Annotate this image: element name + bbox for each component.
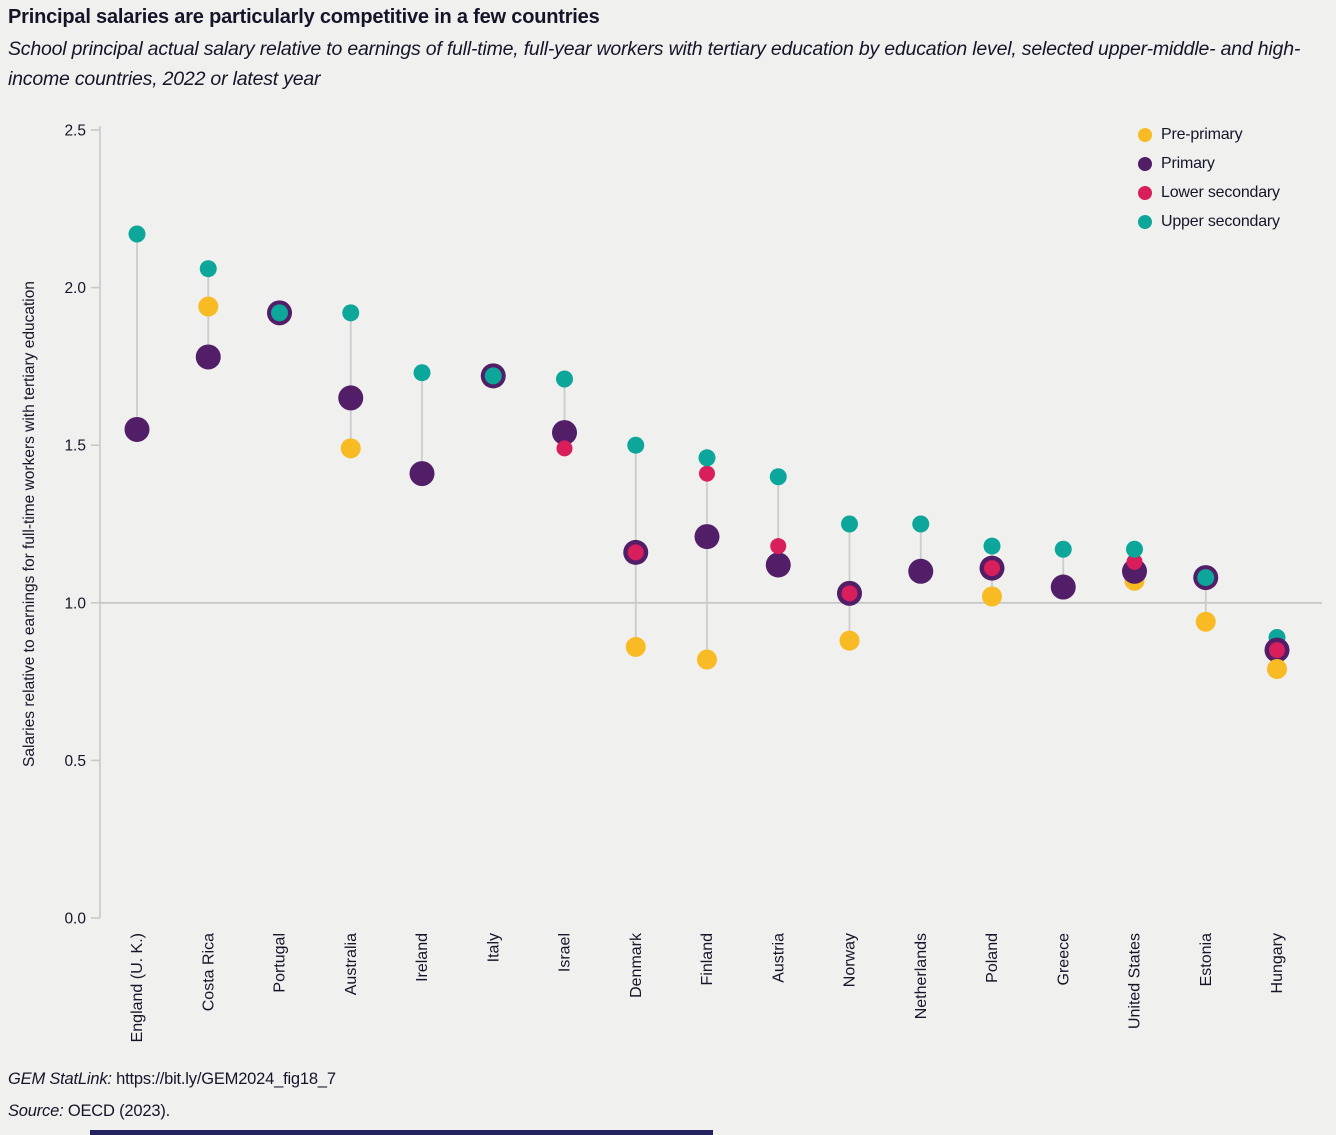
x-label-country: Estonia xyxy=(1198,933,1215,986)
dot-upper-secondary xyxy=(556,370,573,388)
legend-item-pre-primary: Pre-primary xyxy=(1138,126,1280,144)
dot-upper-secondary xyxy=(413,364,431,382)
dot-upper-secondary xyxy=(199,260,217,278)
dot-primary xyxy=(908,558,934,584)
dot-pre-primary xyxy=(1267,658,1287,679)
x-label-country: Denmark xyxy=(628,932,645,998)
footer-accent-bar xyxy=(90,1130,713,1135)
dot-pre-primary xyxy=(625,636,646,657)
dot-upper-secondary xyxy=(627,436,645,454)
legend-label: Primary xyxy=(1161,155,1215,172)
y-tick-label: 2.0 xyxy=(64,280,86,297)
legend-item-upper-secondary: Upper secondary xyxy=(1138,213,1280,231)
x-label-country: Norway xyxy=(842,933,859,987)
x-label-country: United States xyxy=(1127,933,1144,1029)
source-label: Source: xyxy=(8,1102,64,1120)
dot-upper-secondary xyxy=(769,468,787,486)
y-tick-label: 1.0 xyxy=(64,595,86,612)
dot-primary xyxy=(552,420,577,446)
dot-lower-secondary xyxy=(1269,642,1285,659)
x-label-country: Greece xyxy=(1055,933,1072,986)
dot-primary xyxy=(124,416,150,442)
legend-item-lower-secondary: Lower secondary xyxy=(1138,184,1280,202)
statlink-url: https://bit.ly/GEM2024_fig18_7 xyxy=(116,1070,336,1088)
dot-lower-secondary xyxy=(1126,553,1143,570)
dot-upper-secondary xyxy=(342,304,360,322)
dot-upper-secondary xyxy=(698,449,716,467)
dot-lower-secondary xyxy=(627,544,644,561)
legend-dot-lower-secondary xyxy=(1138,186,1152,200)
dot-upper-secondary xyxy=(841,515,858,533)
y-tick-label: 2.5 xyxy=(64,123,86,140)
dot-pre-primary xyxy=(340,438,361,459)
x-label-country: Israel xyxy=(557,933,574,972)
legend-dot-upper-secondary xyxy=(1138,215,1152,229)
legend-dot-pre-primary xyxy=(1138,128,1152,142)
chart-title: Principal salaries are particularly comp… xyxy=(8,6,600,28)
dot-upper-secondary xyxy=(1197,569,1215,587)
dot-lower-secondary xyxy=(770,538,787,555)
dot-pre-primary xyxy=(1195,611,1216,632)
legend-dot-primary xyxy=(1138,157,1152,171)
legend-item-primary: Primary xyxy=(1138,155,1280,173)
dot-primary xyxy=(409,461,435,487)
legend-label: Lower secondary xyxy=(1161,184,1280,201)
dot-upper-secondary xyxy=(271,304,288,322)
source-line: Source: OECD (2023). xyxy=(8,1102,170,1121)
x-label-country: Costa Rica xyxy=(200,933,217,1011)
dot-upper-secondary xyxy=(1126,540,1143,558)
dot-primary xyxy=(1050,574,1076,600)
chart-subtitle: School principal actual salary relative … xyxy=(8,38,1301,91)
y-tick-label: 0.0 xyxy=(64,911,86,928)
dot-upper-secondary xyxy=(484,367,502,385)
y-tick-label: 1.5 xyxy=(64,438,86,455)
chart-legend: Pre-primary Primary Lower secondary Upper s… xyxy=(1138,126,1280,231)
dot-pre-primary xyxy=(982,586,1002,607)
statlink-label: GEM StatLink: xyxy=(8,1070,112,1088)
dot-lower-secondary xyxy=(699,465,715,482)
dot-lower-secondary xyxy=(556,440,573,457)
dot-pre-primary xyxy=(839,630,860,651)
legend-label: Upper secondary xyxy=(1161,213,1280,230)
y-tick-label: 0.5 xyxy=(64,753,86,770)
x-label-country: Finland xyxy=(699,933,716,985)
dot-primary xyxy=(694,524,720,550)
x-label-country: Hungary xyxy=(1269,933,1286,993)
dot-upper-secondary xyxy=(912,515,930,533)
x-label-country: Italy xyxy=(485,933,502,962)
dot-primary xyxy=(338,385,364,411)
x-label-country: Netherlands xyxy=(913,933,930,1019)
dot-pre-primary xyxy=(697,649,717,670)
dot-primary xyxy=(765,552,791,578)
x-label-country: England (U. K.) xyxy=(129,933,146,1042)
y-axis-title: Salaries relative to earnings for full-t… xyxy=(21,281,38,767)
x-label-country: Portugal xyxy=(272,933,289,993)
x-label-country: Ireland xyxy=(414,933,431,982)
dot-lower-secondary xyxy=(841,585,858,602)
dot-pre-primary xyxy=(198,296,219,317)
dot-upper-secondary xyxy=(1054,540,1072,558)
source-text: OECD (2023). xyxy=(67,1102,170,1120)
x-label-country: Australia xyxy=(343,933,360,995)
dot-primary xyxy=(195,344,221,370)
statlink-line: GEM StatLink: https://bit.ly/GEM2024_fig… xyxy=(8,1070,336,1089)
dot-upper-secondary xyxy=(983,537,1001,555)
x-label-country: Poland xyxy=(984,933,1001,983)
dot-upper-secondary xyxy=(128,225,146,243)
x-label-country: Austria xyxy=(770,933,787,983)
legend-label: Pre-primary xyxy=(1161,126,1243,143)
dot-lower-secondary xyxy=(984,560,1000,577)
